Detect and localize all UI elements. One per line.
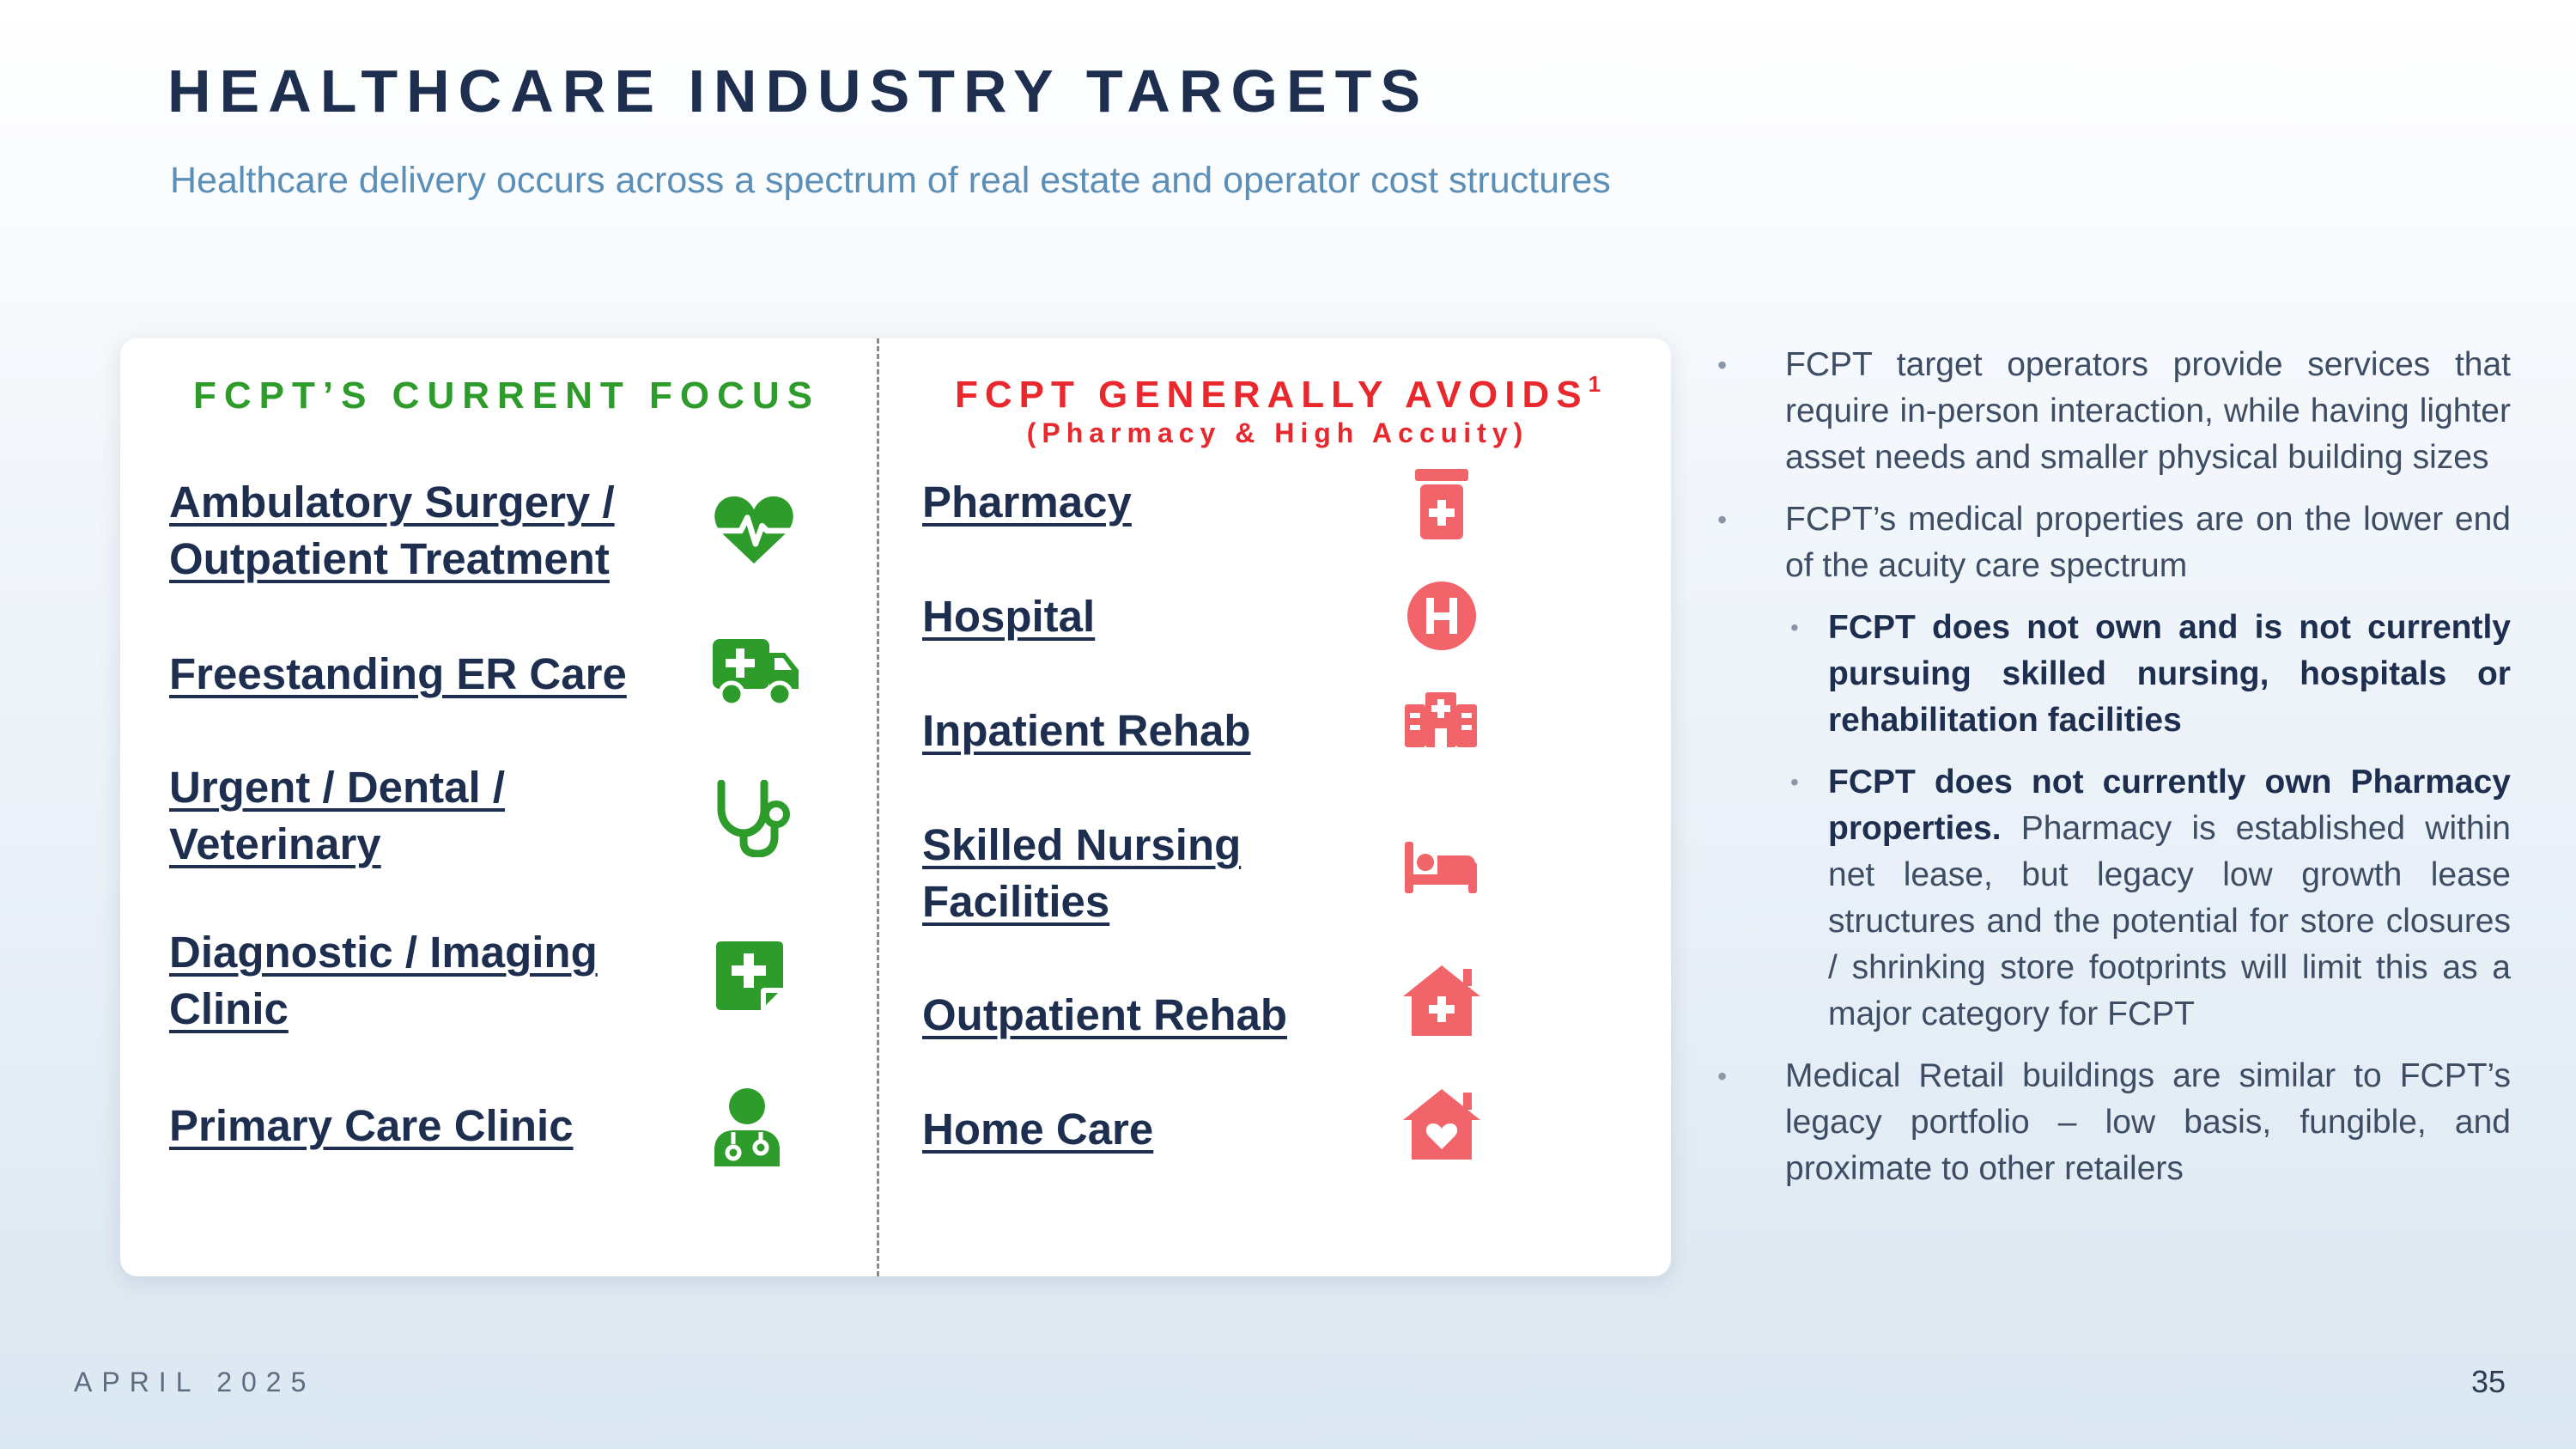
avoid-item-label: Skilled Nursing	[922, 820, 1242, 869]
sub-bullet-not-pursuing: FCPT does not own and is not currently p…	[1790, 605, 2511, 744]
bed-icon	[1405, 842, 1477, 893]
stethoscope-icon	[714, 780, 790, 857]
bullet-acuity-spectrum: FCPT’s medical properties are on the low…	[1717, 496, 2511, 589]
generally-avoids-heading: FCPT GENERALLY AVOIDS1	[900, 371, 1656, 417]
generally-avoids-subheading: (Pharmacy & High Accuity)	[1026, 417, 1529, 448]
comparison-card: FCPT’S CURRENT FOCUS FCPT GENERALLY AVOI…	[120, 338, 1671, 1276]
bullet-list: FCPT target operators provide services t…	[1717, 342, 2511, 1208]
bullet-medical-retail: Medical Retail buildings are similar to …	[1717, 1053, 2511, 1192]
page-title: HEALTHCARE INDUSTRY TARGETS	[167, 58, 1430, 125]
house-medical-icon	[1403, 965, 1480, 1036]
focus-item-urgent-dental-vet: Urgent / Dental / Veterinary	[169, 759, 505, 873]
page-number: 35	[2470, 1364, 2506, 1399]
medical-file-icon	[714, 940, 785, 1012]
focus-item-label: Ambulatory Surgery /	[169, 478, 615, 527]
focus-item-primary-care: Primary Care Clinic	[169, 1101, 574, 1150]
focus-item-label: Urgent / Dental /	[169, 763, 506, 812]
avoid-item-label: Facilities	[922, 877, 1110, 926]
hospital-building-icon	[1405, 692, 1477, 747]
sub-bullet-text: Pharmacy is established within net lease…	[1828, 810, 2511, 1032]
avoid-item-inpatient-rehab: Inpatient Rehab	[922, 706, 1251, 755]
generally-avoids-heading-text: FCPT GENERALLY AVOIDS	[954, 374, 1589, 416]
focus-item-label: Outpatient Treatment	[169, 534, 610, 583]
page-subtitle: Healthcare delivery occurs across a spec…	[170, 160, 1611, 201]
avoid-item-skilled-nursing: Skilled Nursing Facilities	[922, 817, 1241, 930]
footnote-marker: 1	[1588, 371, 1601, 397]
sub-bullet-bold-text: FCPT does not currently own Pharmacy pro…	[1828, 764, 2511, 847]
avoid-item-home-care: Home Care	[922, 1105, 1154, 1154]
column-divider	[877, 338, 879, 1276]
sub-bullet-bold-text: FCPT does not own and is not currently p…	[1828, 609, 2511, 739]
focus-item-freestanding-er: Freestanding ER Care	[169, 649, 627, 698]
house-heart-icon	[1403, 1089, 1480, 1160]
hospital-h-icon	[1406, 581, 1477, 651]
footer-date: APRIL 2025	[74, 1367, 316, 1397]
avoid-item-outpatient-rehab: Outpatient Rehab	[922, 990, 1288, 1039]
bullet-target-operators: FCPT target operators provide services t…	[1717, 342, 2511, 481]
current-focus-heading: FCPT’S CURRENT FOCUS	[193, 374, 820, 417]
heartbeat-icon	[713, 493, 795, 567]
ambulance-icon	[711, 637, 800, 709]
avoid-item-pharmacy: Pharmacy	[922, 478, 1132, 527]
pill-bottle-icon	[1415, 469, 1468, 539]
focus-item-label: Clinic	[169, 984, 289, 1033]
doctor-icon	[711, 1087, 783, 1166]
focus-item-label: Diagnostic / Imaging	[169, 928, 598, 977]
avoid-item-hospital: Hospital	[922, 592, 1096, 641]
focus-item-label: Veterinary	[169, 819, 381, 868]
focus-item-ambulatory-surgery: Ambulatory Surgery / Outpatient Treatmen…	[169, 474, 615, 588]
focus-item-diagnostic-imaging: Diagnostic / Imaging Clinic	[169, 924, 598, 1038]
sub-bullet-pharmacy: FCPT does not currently own Pharmacy pro…	[1790, 759, 2511, 1038]
